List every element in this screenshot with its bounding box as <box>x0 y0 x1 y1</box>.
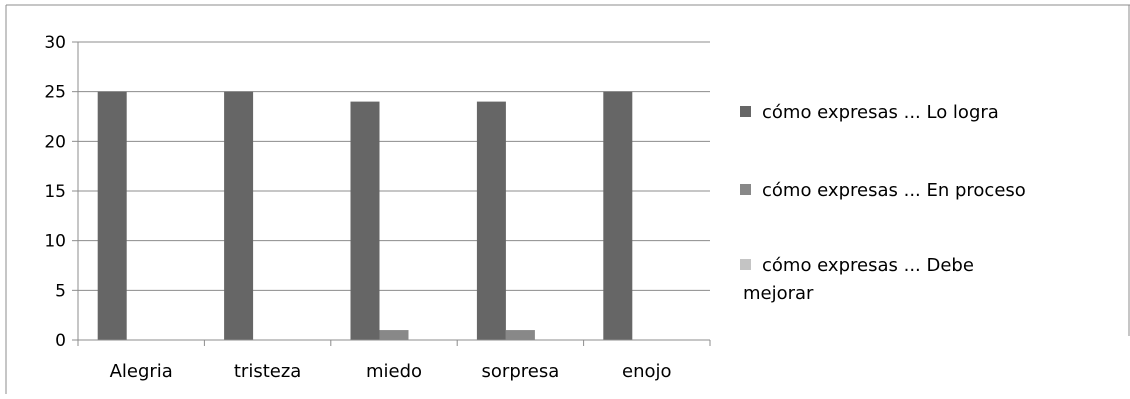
legend-swatch <box>740 184 751 195</box>
y-tick-label: 30 <box>44 33 66 53</box>
legend-swatch <box>740 106 751 117</box>
x-category-label: tristeza <box>234 361 301 382</box>
legend-swatch <box>740 259 751 270</box>
x-category-label: Alegria <box>110 361 173 382</box>
bar <box>476 101 506 340</box>
bar <box>603 91 633 341</box>
bar <box>505 330 535 340</box>
x-category-label: enojo <box>622 361 672 382</box>
y-tick-label: 10 <box>44 232 66 252</box>
y-tick-label: 15 <box>44 182 66 202</box>
bar <box>379 330 409 340</box>
y-tick-label: 20 <box>44 132 66 152</box>
bar <box>350 101 380 340</box>
y-tick-labels: 0 5 10 15 20 25 30 <box>44 33 66 351</box>
bar <box>224 91 254 341</box>
y-tick-label: 0 <box>55 331 66 351</box>
bars <box>97 91 633 341</box>
y-tick-label: 25 <box>44 83 66 103</box>
y-tick-label: 5 <box>55 281 66 301</box>
legend-label: cómo expresas ... Debe <box>762 255 974 276</box>
x-category-label: miedo <box>366 361 422 382</box>
x-category-label: sorpresa <box>482 361 560 382</box>
gridlines <box>78 41 710 291</box>
bar <box>97 91 127 341</box>
legend-label: cómo expresas ... En proceso <box>762 180 1026 201</box>
legend-label: mejorar <box>743 283 814 304</box>
axes <box>72 41 711 346</box>
legend: cómo expresas ... Lo logra cómo expresas … <box>740 102 1026 304</box>
legend-label: cómo expresas ... Lo logra <box>762 102 999 123</box>
x-category-labels: Alegria tristeza miedo sorpresa enojo <box>110 361 672 382</box>
